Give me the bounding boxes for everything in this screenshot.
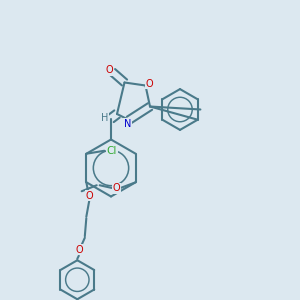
Text: Cl: Cl xyxy=(106,146,117,156)
Text: O: O xyxy=(85,191,93,201)
Text: O: O xyxy=(113,183,121,193)
Text: H: H xyxy=(101,113,108,123)
Text: O: O xyxy=(145,79,153,89)
Text: O: O xyxy=(75,245,82,255)
Text: N: N xyxy=(124,118,131,129)
Text: O: O xyxy=(105,65,113,75)
